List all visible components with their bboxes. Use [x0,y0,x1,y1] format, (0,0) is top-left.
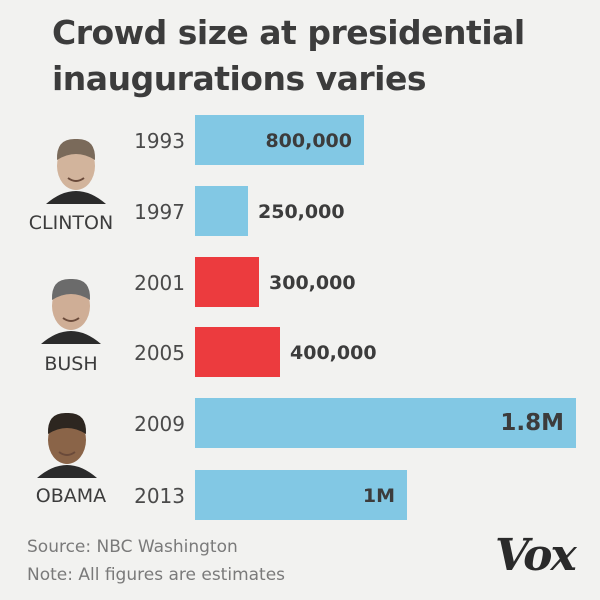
obama-name-label: OBAMA [36,485,106,507]
year-label-2013: 2013 [134,484,185,508]
value-label-2001: 300,000 [269,272,356,294]
value-label-1993: 800,000 [265,130,352,152]
obama-portrait-mouth [58,451,76,456]
value-label-2005: 400,000 [290,342,377,364]
year-label-2005: 2005 [134,341,185,365]
source-note: Source: NBC Washington [27,537,238,557]
clinton-portrait-shoulders [46,191,106,204]
bar-1997 [195,186,248,236]
obama-portrait-shoulders [37,465,97,478]
bar-2013 [195,470,407,520]
footer: Source: NBC Washington Note: All figures… [27,533,285,589]
chart-title-line-2: inaugurations varies [52,59,427,98]
chart-title-line-1: Crowd size at presidential [52,13,525,52]
bar-2001 [195,257,259,307]
year-label-2001: 2001 [134,271,185,295]
value-label-1997: 250,000 [258,201,345,223]
bar-2005 [195,327,280,377]
bush-name-label: BUSH [44,353,97,375]
year-label-1993: 1993 [134,129,185,153]
chart-title: Crowd size at presidential inaugurations… [52,10,592,102]
bush-portrait-hair [51,278,91,300]
bar-1993 [195,115,364,165]
year-label-1997: 1997 [134,200,185,224]
bush-portrait-mouth [62,317,80,322]
clinton-portrait-mouth [67,177,85,182]
bush-portrait-shoulders [41,331,101,344]
clinton-portrait-hair [56,138,96,160]
value-label-2009: 1.8M [500,410,564,436]
value-label-2013: 1M [363,485,395,507]
clinton-name-label: CLINTON [29,212,113,234]
year-label-2009: 2009 [134,412,185,436]
vox-logo: Vox [495,530,577,581]
bar-2009 [195,398,576,448]
estimate-note: Note: All figures are estimates [27,565,286,585]
obama-portrait-hair [47,412,87,434]
